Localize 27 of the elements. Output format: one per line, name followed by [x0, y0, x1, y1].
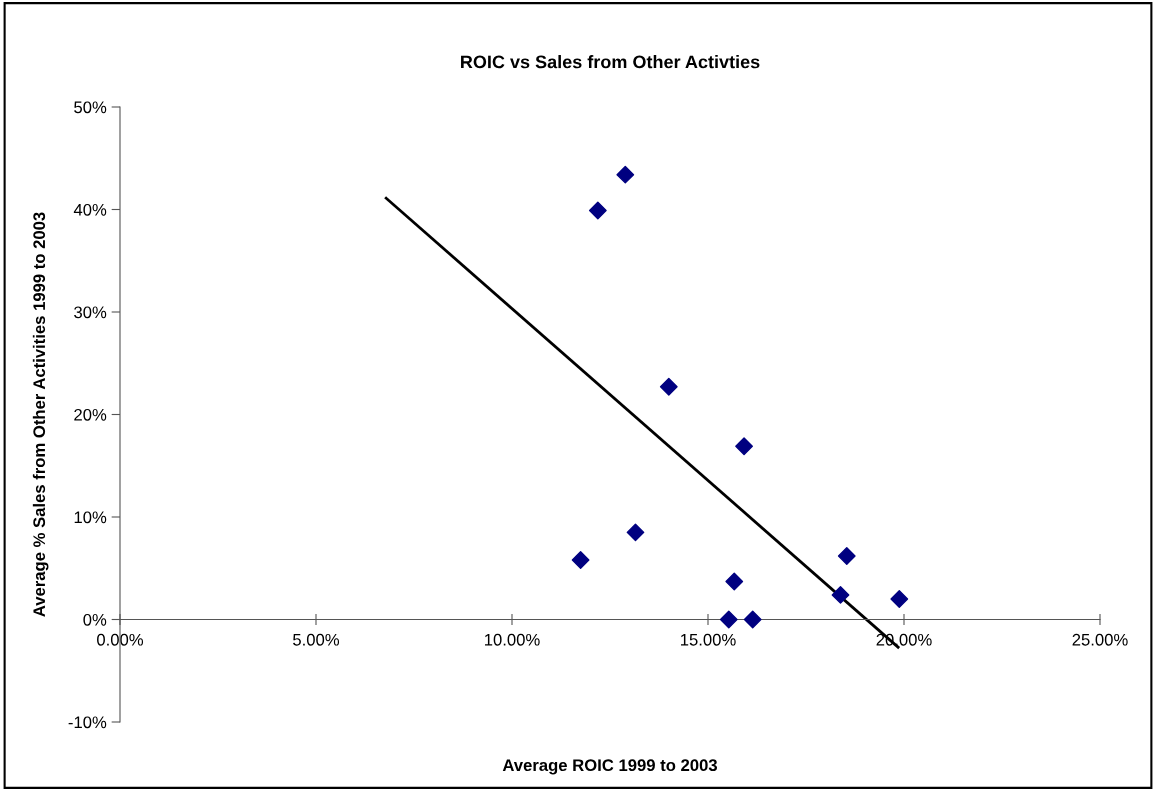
y-axis-title: Average % Sales from Other Activities 1999 to 2003	[32, 212, 49, 617]
point	[616, 165, 635, 184]
point	[626, 523, 645, 542]
chart-title: ROIC vs Sales from Other Activties	[461, 55, 760, 69]
point	[588, 201, 607, 220]
y-tick-label: 50%	[74, 101, 107, 114]
point	[890, 590, 909, 608]
point	[659, 377, 678, 396]
y-tick-label: 20%	[74, 408, 107, 421]
x-tick-label: 15.00%	[681, 633, 736, 646]
x-axis-title: Average ROIC 1999 to 2003	[502, 759, 718, 775]
y-tick-label: 0%	[83, 613, 107, 626]
y-tick-label: 40%	[73, 203, 107, 216]
x-tick-label: 0.00%	[97, 633, 144, 646]
point	[831, 585, 850, 604]
point	[571, 551, 590, 569]
point	[719, 610, 738, 629]
point	[725, 572, 744, 591]
x-tick-label: 25.00%	[1072, 633, 1128, 646]
point	[837, 547, 856, 565]
y-tick-label: 10%	[74, 511, 107, 524]
point	[743, 610, 762, 629]
y-tick-label: 30%	[74, 306, 107, 319]
point	[735, 437, 753, 456]
x-tick-label: 10.00%	[485, 633, 540, 646]
x-tick-label: 5.00%	[293, 633, 340, 646]
y-tick-label: -10%	[68, 716, 107, 729]
